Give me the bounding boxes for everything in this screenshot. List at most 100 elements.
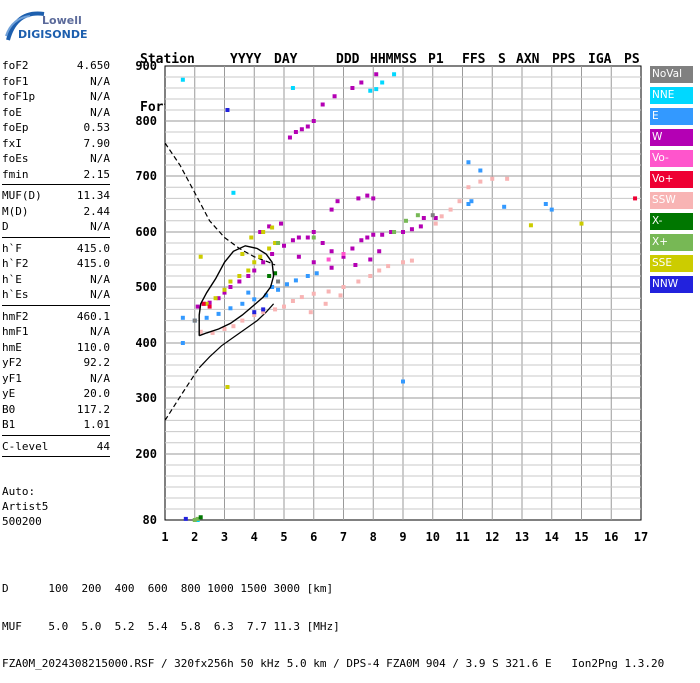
echo-point-sse (222, 287, 227, 292)
echo-point-ssw (409, 258, 414, 263)
echo-point-w (401, 230, 405, 234)
echo-point-w (368, 257, 373, 262)
echo-point-noval (430, 213, 435, 218)
param-group5: C-level 44 (2, 439, 110, 457)
echo-point-w (222, 290, 227, 295)
echo-point-nne (368, 88, 373, 93)
echo-point-ssw (282, 304, 286, 309)
header-labels-row: Station YYYY DAY DDD HHMMSS P1 FFS S AXN PPS IGA PS (140, 52, 654, 68)
header-label-10: IGA (588, 52, 612, 67)
param-value: N/A (90, 272, 110, 286)
param-row: foEs N/A (2, 151, 110, 167)
param-row: M(D) 2.44 (2, 204, 110, 220)
echo-point-w (433, 216, 438, 220)
param-value: N/A (90, 371, 110, 385)
echo-point-w (296, 254, 301, 259)
param-name: foF1 (2, 74, 29, 88)
echo-point-e (549, 207, 554, 212)
echo-point-w (207, 300, 212, 305)
echo-point-ssw (433, 221, 438, 226)
x-tick-label: 14 (545, 530, 559, 544)
param-value: 415.0 (76, 257, 110, 270)
echo-point-w (329, 207, 334, 212)
echo-point-w (311, 230, 316, 234)
logo-lowell-text: Lowell (42, 14, 82, 27)
param-value: N/A (90, 74, 110, 88)
echo-point-w (282, 243, 286, 248)
echo-point-x (392, 230, 397, 234)
echo-point-ssw (273, 307, 278, 312)
param-name: yE (2, 387, 16, 400)
echo-point-nne (374, 87, 379, 92)
echo-point-ssw (448, 207, 453, 212)
param-row: foEp 0.53 (2, 120, 110, 136)
echo-point-sse (204, 301, 209, 306)
param-value: 117.2 (76, 402, 110, 416)
echo-point-sse (267, 246, 272, 251)
echo-point-x (273, 271, 278, 276)
echo-point-w (252, 268, 257, 273)
legend-item-e: E (650, 108, 693, 125)
echo-point-w (216, 296, 221, 301)
param-value: 110.0 (76, 340, 110, 354)
echo-point-e (469, 199, 474, 204)
echo-point-sse (228, 279, 233, 284)
echo-point-w (329, 265, 334, 270)
param-name: yF2 (2, 356, 22, 369)
echo-point-e (264, 293, 269, 298)
x-tick-label: 16 (604, 530, 618, 544)
echo-point-w (380, 232, 385, 237)
param-value: 2.44 (83, 204, 111, 218)
param-row: foF1p N/A (2, 89, 110, 105)
param-value: N/A (90, 152, 110, 165)
echo-point-ssw (439, 214, 444, 219)
param-value: N/A (90, 220, 110, 233)
echo-point-ssw (240, 318, 245, 323)
echo-point-ssw (252, 313, 257, 317)
echo-point-ssw (198, 329, 203, 334)
echo-point-w (311, 260, 316, 265)
echo-point-ssw (261, 310, 266, 315)
legend-item-x: X- (650, 213, 693, 230)
param-row: hmE 110.0 (2, 340, 110, 356)
param-row: h`F 415.0 (2, 241, 110, 257)
echo-point-w (332, 94, 337, 99)
param-name: foF1p (2, 90, 36, 103)
ionogram-chart: 1 2 3 4 5 6 7 8 9 10 11 12 13 14 15 16 17802003004005006… (135, 59, 648, 544)
echo-point-e (228, 306, 233, 311)
auto-label: Auto: (2, 485, 36, 498)
x-tick-label: 13 (515, 530, 529, 544)
y-tick-label: 200 (135, 447, 157, 461)
echo-point-e (305, 274, 310, 278)
echo-point-w (353, 263, 358, 267)
echo-point-w (287, 135, 292, 140)
echo-point-x (311, 235, 316, 240)
echo-point-x (276, 241, 281, 245)
echo-point-sse (270, 225, 275, 230)
echo-point-e (180, 315, 185, 320)
echo-point-sse (528, 223, 533, 228)
y-tick-label: 300 (135, 391, 157, 405)
param-row: hmF1 N/A (2, 324, 110, 340)
echo-point-sse (252, 260, 257, 265)
echo-point-w (320, 241, 325, 245)
param-value: N/A (90, 105, 110, 119)
header-label-2: DAY (274, 52, 298, 67)
echo-point-w (341, 254, 346, 259)
echo-point-w (359, 80, 364, 85)
echo-point-ssw (231, 324, 236, 329)
echo-point-w (329, 249, 334, 254)
legend-item-ssw: SSW (650, 192, 693, 209)
muf-row: MUF 5.0 5.0 5.2 5.4 5.8 6.3 7.7 11.3 [MH… (2, 619, 340, 633)
header-label-3: DDD (336, 52, 360, 67)
echo-point-ssw (386, 264, 391, 269)
header-label-0: Station (140, 52, 195, 67)
param-row: hmF2 460.1 (2, 309, 110, 325)
echo-point-w (421, 216, 426, 220)
y-tick-label: 700 (135, 169, 157, 183)
param-name: h`F (2, 241, 22, 255)
param-name: h`F2 (2, 257, 29, 270)
param-value: 4.650 (76, 59, 110, 72)
param-value: N/A (90, 325, 110, 338)
echo-point-nne (392, 72, 397, 77)
